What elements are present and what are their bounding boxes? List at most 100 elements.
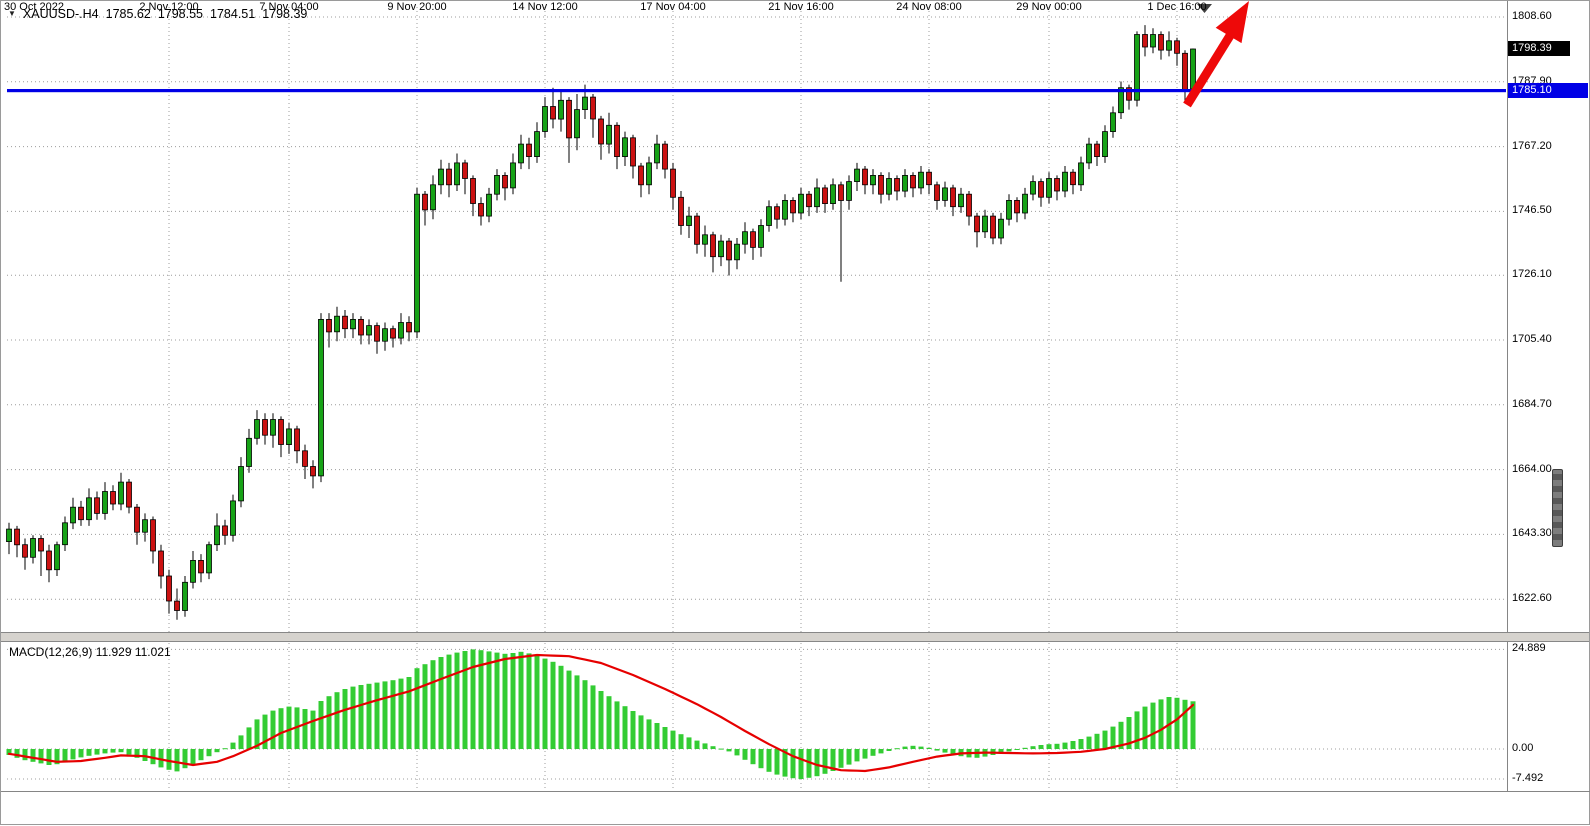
price-axis-label: 1726.10 <box>1512 268 1552 281</box>
candle-body <box>478 203 484 217</box>
candle-body <box>902 174 908 192</box>
macd-histogram-bar <box>102 749 108 754</box>
macd-histogram-bar <box>822 749 828 774</box>
candle-body <box>54 544 60 571</box>
candle-body <box>894 178 900 192</box>
scrollbar-thumb[interactable] <box>1552 469 1563 547</box>
macd-histogram-bar <box>174 749 180 772</box>
candle-body <box>1182 52 1188 92</box>
candle-body <box>1110 112 1116 133</box>
macd-axis-label: 0.00 <box>1512 742 1534 754</box>
macd-histogram-bar <box>62 749 68 762</box>
macd-histogram-bar <box>126 749 132 755</box>
candle-body <box>86 497 92 521</box>
candle-body <box>958 193 964 208</box>
candle-body <box>694 215 700 245</box>
price-axis-label: 1643.30 <box>1512 527 1552 540</box>
macd-histogram-bar <box>462 651 468 749</box>
panel-splitter[interactable] <box>1 632 1589 642</box>
symbol-dropdown-icon[interactable]: ▼ <box>8 9 16 18</box>
macd-histogram-bar <box>846 749 852 765</box>
macd-histogram-bar <box>526 653 532 749</box>
macd-histogram-bar <box>582 680 588 749</box>
candle-body <box>1006 199 1012 220</box>
candle-body <box>22 544 28 558</box>
macd-histogram-bar <box>590 685 596 749</box>
macd-histogram-bar <box>286 706 292 749</box>
macd-histogram-bar <box>318 701 324 749</box>
macd-histogram-bar <box>1006 749 1012 752</box>
macd-histogram-bar <box>758 749 764 769</box>
candle-body <box>990 215 996 239</box>
macd-histogram-bar <box>190 749 196 765</box>
candle-body <box>254 419 260 439</box>
candle-body <box>70 506 76 524</box>
candle-body <box>926 171 932 186</box>
macd-histogram-bar <box>1126 717 1132 749</box>
macd-histogram-bar <box>254 719 260 749</box>
macd-histogram-bar <box>510 653 516 749</box>
macd-histogram-bar <box>1014 749 1020 750</box>
candle-body <box>1174 40 1180 54</box>
candle-body <box>742 231 748 245</box>
candle-body <box>974 215 980 233</box>
macd-histogram-bar <box>862 749 868 759</box>
candle-body <box>638 165 644 186</box>
macd-histogram-bar <box>326 696 332 749</box>
macd-histogram-bar <box>870 749 876 756</box>
macd-histogram-bar <box>574 675 580 749</box>
ohlc-open-value: 1785.62 <box>105 7 151 21</box>
macd-histogram-bar <box>1062 742 1068 749</box>
candle-body <box>110 491 116 505</box>
macd-histogram-bar <box>1190 701 1196 749</box>
macd-histogram-bar <box>6 749 12 755</box>
trend-arrow-head[interactable] <box>1215 1 1249 44</box>
candle-body <box>1014 199 1020 214</box>
macd-histogram-bar <box>646 719 652 749</box>
price-axis-label: 1684.70 <box>1512 397 1552 410</box>
candle-body <box>1046 178 1052 198</box>
macd-histogram-bar <box>662 727 668 749</box>
candle-body <box>1134 34 1140 101</box>
trend-arrow-shaft[interactable] <box>1183 31 1235 108</box>
macd-histogram-bar <box>734 749 740 756</box>
macd-histogram-bar <box>750 749 756 765</box>
macd-histogram-bar <box>686 737 692 749</box>
macd-histogram-bar <box>1150 702 1156 749</box>
macd-histogram-bar <box>542 658 548 749</box>
macd-histogram-bar <box>918 746 924 749</box>
macd-histogram-bar <box>902 746 908 749</box>
macd-histogram-bar <box>534 655 540 749</box>
macd-histogram-bar <box>382 681 388 749</box>
macd-histogram-bar <box>446 654 452 749</box>
candle-body <box>878 174 884 195</box>
macd-axis-label: -7.492 <box>1512 771 1544 784</box>
candle-body <box>302 450 308 467</box>
candle-body <box>1062 171 1068 192</box>
macd-histogram-bar <box>454 652 460 749</box>
candle-body <box>726 240 732 261</box>
candle-body <box>566 99 572 139</box>
candle-body <box>590 96 596 120</box>
candle-body <box>422 193 428 211</box>
macd-histogram-bar <box>830 749 836 771</box>
candle-body <box>414 193 420 333</box>
candle-body <box>454 162 460 186</box>
candle-body <box>326 318 332 333</box>
candle-body <box>822 187 828 204</box>
macd-histogram-bar <box>638 715 644 749</box>
candle-body <box>286 428 292 445</box>
macd-histogram-bar <box>1182 699 1188 749</box>
candle-body <box>46 550 52 571</box>
macd-histogram-bar <box>606 696 612 749</box>
horizontal-line[interactable] <box>7 89 1506 93</box>
candle-body <box>94 497 100 514</box>
macd-histogram-bar <box>694 740 700 749</box>
candle-body <box>350 318 356 330</box>
candle-body <box>910 174 916 189</box>
hline-price-badge[interactable]: 1785.10 <box>1508 83 1588 98</box>
candle-body <box>718 240 724 258</box>
macd-histogram-bar <box>710 746 716 749</box>
price-axis-label: 1705.40 <box>1512 333 1552 346</box>
